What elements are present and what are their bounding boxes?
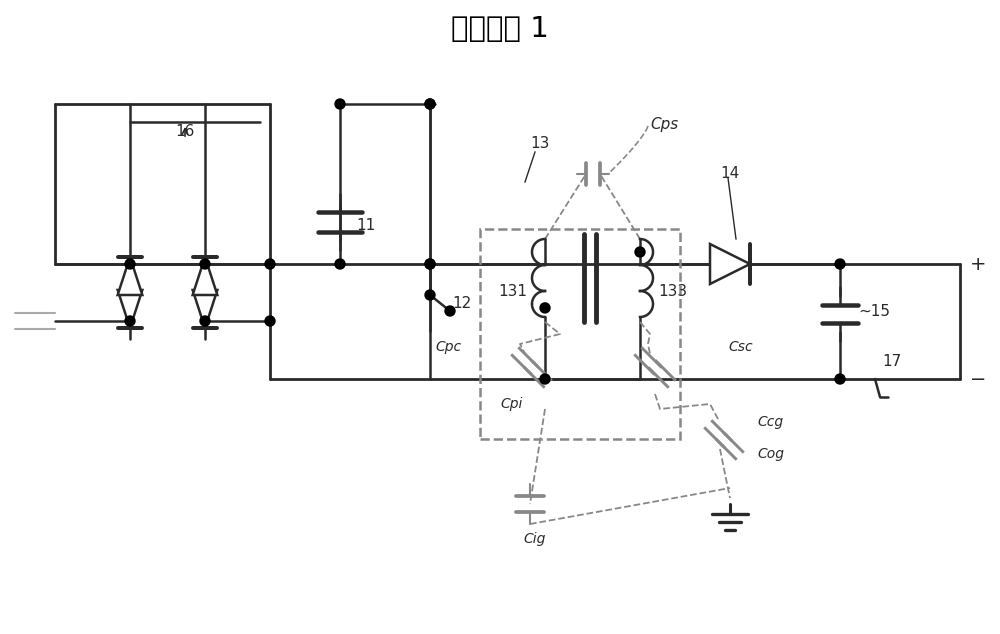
Text: Cpi: Cpi [501, 397, 523, 411]
Polygon shape [710, 244, 750, 284]
Circle shape [835, 374, 845, 384]
Text: 11: 11 [356, 219, 375, 233]
Circle shape [425, 259, 435, 269]
Text: 131: 131 [498, 283, 527, 299]
Polygon shape [118, 257, 142, 295]
Circle shape [635, 247, 645, 257]
Polygon shape [118, 290, 142, 328]
Text: Cps: Cps [650, 117, 678, 131]
Text: Ccg: Ccg [757, 415, 783, 429]
Circle shape [425, 290, 435, 300]
Text: 133: 133 [658, 283, 687, 299]
Circle shape [125, 259, 135, 269]
Text: Cpc: Cpc [436, 340, 462, 354]
Polygon shape [193, 290, 217, 328]
Circle shape [540, 374, 550, 384]
Text: 17: 17 [882, 354, 901, 368]
Text: −: − [970, 370, 986, 389]
Text: Cog: Cog [757, 447, 784, 461]
Circle shape [200, 259, 210, 269]
Circle shape [125, 316, 135, 326]
Text: 现有技术 1: 现有技术 1 [451, 15, 549, 43]
Circle shape [445, 306, 455, 316]
Circle shape [335, 99, 345, 109]
Text: 13: 13 [530, 136, 549, 152]
Text: 14: 14 [720, 167, 739, 181]
Circle shape [200, 316, 210, 326]
Text: Cig: Cig [524, 532, 546, 546]
Circle shape [425, 99, 435, 109]
Circle shape [425, 259, 435, 269]
Circle shape [335, 259, 345, 269]
Text: Csc: Csc [728, 340, 753, 354]
Circle shape [265, 259, 275, 269]
Text: 12: 12 [452, 295, 471, 311]
Circle shape [265, 316, 275, 326]
Text: +: + [970, 254, 986, 273]
Polygon shape [193, 257, 217, 295]
Circle shape [540, 303, 550, 313]
Circle shape [835, 259, 845, 269]
Circle shape [425, 99, 435, 109]
Text: 16: 16 [175, 124, 195, 139]
Text: ~15: ~15 [858, 304, 890, 320]
